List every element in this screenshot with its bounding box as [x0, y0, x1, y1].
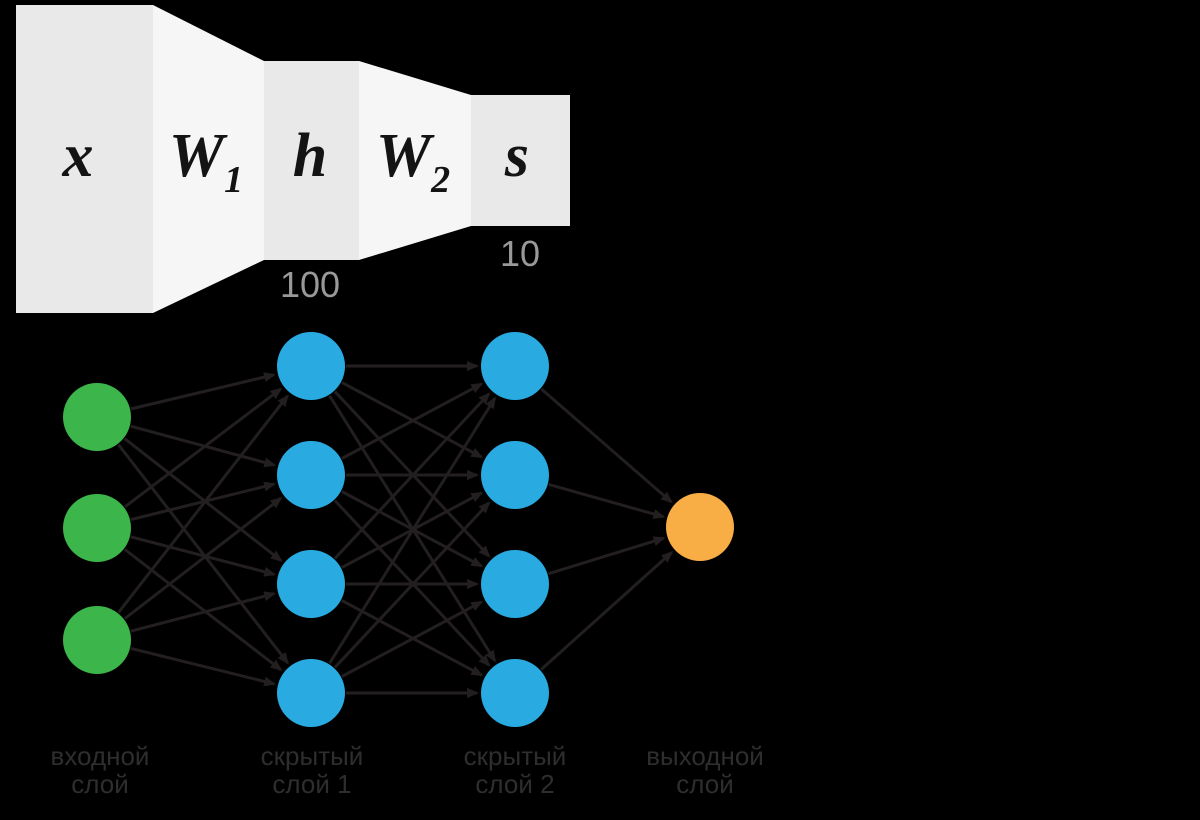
- layer-labels-group: входной слой скрытый слой 1 скрытый слой 2 вых…: [51, 741, 764, 799]
- edge-hidden-layer-2-to-output-layer: [548, 483, 666, 519]
- hidden-layer-2-node-4: [481, 659, 549, 727]
- edge-input-layer-to-hidden-layer-1: [130, 481, 277, 522]
- hidden-layer-1-node-2: [277, 441, 345, 509]
- edge-input-layer-to-hidden-layer-1: [117, 443, 289, 665]
- funnel-block-w2: [359, 61, 471, 260]
- funnel-group: x W1 h W2 s 100 10: [16, 5, 570, 313]
- hidden-layer-1-node-4: [277, 659, 345, 727]
- funnel-block-x: [16, 5, 153, 313]
- edge-hidden-layer-1-to-hidden-layer-2: [341, 600, 484, 678]
- dim-hidden-label: 100: [280, 264, 340, 305]
- input-layer-node-1: [63, 383, 131, 451]
- input-layer-node-3: [63, 606, 131, 674]
- funnel-block-w1: [153, 5, 264, 313]
- edge-input-layer-to-hidden-layer-1: [124, 387, 283, 509]
- edge-hidden-layer-2-to-output-layer: [548, 536, 666, 576]
- edges-group: [117, 361, 674, 698]
- edge-input-layer-to-hidden-layer-1: [130, 535, 277, 577]
- funnel-block-w2-label: W2: [376, 122, 450, 201]
- input-layer-node-2: [63, 494, 131, 562]
- edge-hidden-layer-1-to-hidden-layer-2: [341, 382, 484, 460]
- edge-input-layer-to-hidden-layer-1: [123, 437, 283, 562]
- label-output-layer: выходной слой: [646, 741, 764, 799]
- funnel-block-s: [471, 95, 570, 226]
- funnel-block-x-label: x: [62, 122, 94, 190]
- hidden-layer-2-node-2: [481, 441, 549, 509]
- edge-hidden-layer-1-to-hidden-layer-2: [333, 501, 491, 669]
- funnel-block-w1-label: W1: [169, 122, 243, 201]
- dim-output-label: 10: [500, 233, 540, 274]
- edge-hidden-layer-2-to-output-layer: [540, 551, 674, 671]
- output-layer-node-1: [666, 493, 734, 561]
- edge-input-layer-to-hidden-layer-1: [123, 496, 283, 620]
- edge-hidden-layer-2-to-output-layer: [540, 387, 673, 504]
- funnel-block-h: [264, 61, 359, 260]
- edge-input-layer-to-hidden-layer-1: [130, 646, 277, 687]
- funnel-block-s-label: s: [504, 122, 529, 190]
- hidden-layer-1-node-1: [277, 332, 345, 400]
- funnel-block-h-label: h: [293, 122, 327, 190]
- nodes-group: [63, 332, 734, 727]
- edge-input-layer-to-hidden-layer-1: [130, 424, 277, 468]
- edge-input-layer-to-hidden-layer-1: [130, 591, 277, 633]
- edge-input-layer-to-hidden-layer-1: [130, 372, 276, 411]
- hidden-layer-2-node-1: [481, 332, 549, 400]
- label-input-layer: входной слой: [51, 741, 150, 799]
- label-hidden-layer-2: скрытый слой 2: [464, 741, 567, 799]
- edge-hidden-layer-1-to-hidden-layer-2: [333, 392, 491, 560]
- label-hidden-layer-1: скрытый слой 1: [261, 741, 364, 799]
- hidden-layer-2-node-3: [481, 550, 549, 618]
- edge-input-layer-to-hidden-layer-1: [117, 394, 289, 614]
- edge-hidden-layer-1-to-hidden-layer-2: [328, 396, 497, 665]
- hidden-layer-1-node-3: [277, 550, 345, 618]
